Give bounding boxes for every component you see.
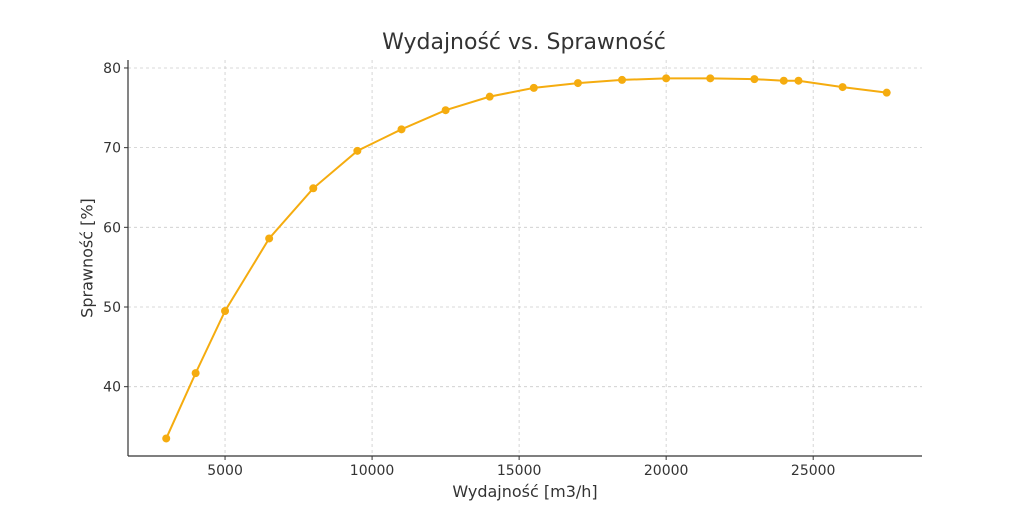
x-tick-label: 25000 <box>791 463 836 479</box>
x-tick-label: 10000 <box>350 463 395 479</box>
data-point <box>838 83 847 92</box>
data-point <box>794 76 803 85</box>
data-point <box>441 106 450 115</box>
data-point <box>882 88 891 97</box>
data-point <box>779 76 788 85</box>
data-point <box>397 125 406 134</box>
data-point <box>485 92 494 101</box>
data-point <box>221 306 230 315</box>
data-point <box>750 75 759 84</box>
series-line <box>165 77 887 439</box>
data-point <box>573 79 582 88</box>
y-tick-label: 60 <box>103 220 121 236</box>
data-point <box>265 234 274 243</box>
x-axis-label: Wydajność [m3/h] <box>452 482 598 501</box>
y-tick-label: 70 <box>103 141 121 157</box>
data-point <box>162 434 171 443</box>
y-tick-label: 50 <box>103 300 121 316</box>
data-point <box>353 146 362 155</box>
y-tick-label: 40 <box>103 380 121 396</box>
chart-title: Wydajność vs. Sprawność <box>382 30 666 55</box>
data-point <box>662 74 671 83</box>
x-tick-label: 5000 <box>207 463 243 479</box>
data-point <box>309 184 318 193</box>
x-tick-label: 20000 <box>644 463 689 479</box>
data-point <box>191 369 200 378</box>
data-point <box>618 75 627 84</box>
data-point <box>706 74 715 83</box>
y-tick-label: 80 <box>103 61 121 77</box>
x-tick-label: 15000 <box>497 463 542 479</box>
data-point <box>529 83 538 92</box>
